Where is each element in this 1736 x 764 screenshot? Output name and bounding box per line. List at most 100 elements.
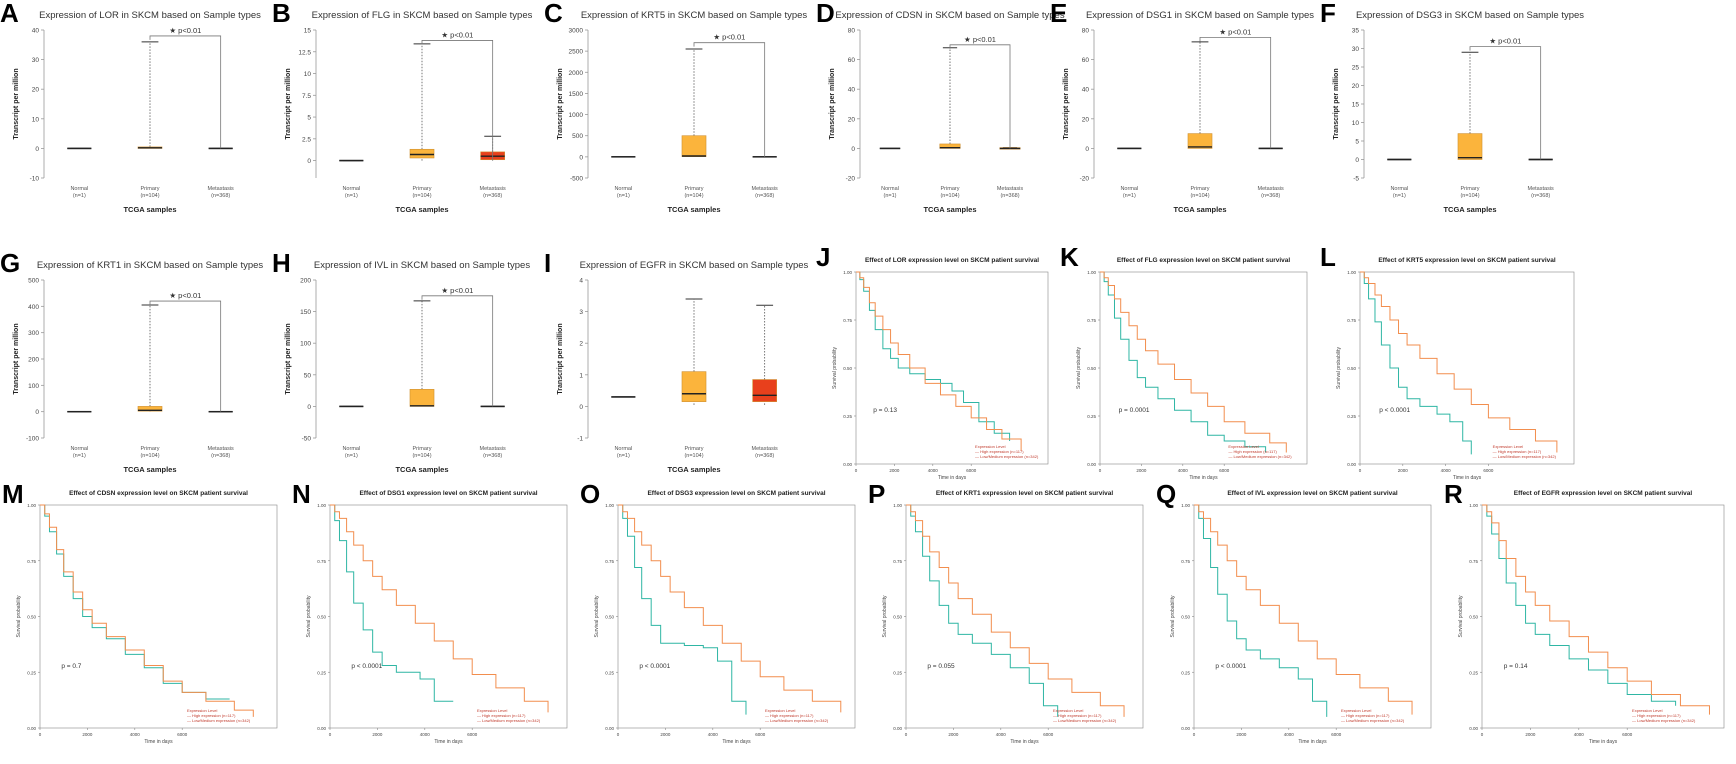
x-tick-label: (n=1) (345, 453, 358, 459)
x-axis-label: Time in days (1298, 739, 1327, 745)
y-tick-label: 0.00 (1181, 726, 1190, 731)
y-axis-label: Transcript per million (1333, 68, 1340, 139)
x-tick-label: Primary (141, 186, 160, 192)
x-tick-label: Metastasis (480, 186, 507, 192)
x-tick-label: (n=368) (211, 453, 230, 459)
panel-g: Expression of KRT1 in SKCM based on Samp… (0, 250, 263, 500)
y-tick-label: 0 (1085, 146, 1089, 153)
x-tick-label: 4000 (130, 732, 141, 737)
x-tick-label: Primary (141, 446, 160, 452)
chart-title-o: Effect of DSG3 expression level on SKCM … (647, 490, 825, 497)
x-tick-label: (n=104) (684, 453, 703, 459)
x-tick-label: (n=1) (73, 453, 86, 459)
legend-title: Expression Level (1228, 444, 1259, 449)
x-tick-label: (n=1) (73, 193, 86, 199)
panel-m: Effect of CDSN expression level on SKCM … (0, 481, 285, 764)
x-tick-label: (n=1) (345, 193, 358, 199)
x-axis-label: Time in days (1453, 475, 1482, 481)
box-1 (1187, 133, 1213, 149)
chart-title-i: Expression of EGFR in SKCM based on Samp… (580, 260, 809, 271)
x-tick-label: 4000 (928, 468, 939, 473)
y-tick-label: 3 (579, 309, 583, 316)
y-tick-label: 0.50 (843, 366, 852, 371)
x-tick-label: Normal (70, 446, 88, 452)
y-tick-label: 20 (1352, 83, 1360, 90)
y-tick-label: -1 (577, 436, 583, 443)
survival-curve-low (906, 504, 1125, 717)
panel-n: Effect of DSG1 expression level on SKCM … (290, 479, 575, 764)
y-tick-label: 0.00 (893, 726, 902, 731)
legend-low: — Low/Medium expression (n=342) (477, 718, 541, 723)
panel-letter-k: K (1060, 242, 1079, 272)
x-tick-label: (n=1) (884, 193, 897, 199)
chart-title-f: Expression of DSG3 in SKCM based on Samp… (1356, 10, 1584, 21)
x-tick-label: Metastasis (480, 446, 507, 452)
panel-d: Expression of CDSN in SKCM based on Samp… (816, 0, 1065, 240)
survival-curve-high (1194, 504, 1328, 717)
y-tick-label: 0.50 (27, 615, 36, 620)
panel-p: Effect of KRT1 expression level on SKCM … (866, 479, 1151, 764)
pvalue-label: ★ p<0.01 (441, 286, 473, 295)
x-axis-label: TCGA samples (395, 465, 448, 474)
x-tick-label: 2000 (889, 468, 900, 473)
x-tick-label: Normal (1120, 186, 1138, 192)
survival-curve-low (1100, 271, 1287, 453)
chart-r: Effect of EGFR expression level on SKCM … (1458, 490, 1725, 745)
legend-title: Expression Level (477, 708, 508, 713)
chart-title-q: Effect of IVL expression level on SKCM p… (1227, 490, 1398, 497)
y-tick-label: 0.25 (1347, 414, 1356, 419)
legend-title: Expression Level (187, 708, 218, 713)
x-tick-label: 0 (1099, 468, 1102, 473)
pvalue-label: p < 0.0001 (1379, 407, 1410, 414)
panel-letter-b: B (272, 0, 291, 28)
x-tick-label: 4000 (1284, 732, 1295, 737)
x-tick-label: 0 (1193, 732, 1196, 737)
x-tick-label: 6000 (467, 732, 478, 737)
x-tick-label: (n=1) (617, 453, 630, 459)
y-tick-label: 60 (848, 57, 856, 64)
x-tick-label: Metastasis (752, 446, 779, 452)
y-tick-label: 0.50 (605, 615, 614, 620)
panel-k: Effect of FLG expression level on SKCM p… (1060, 244, 1315, 500)
y-tick-label: 0.75 (317, 559, 326, 564)
chart-o: Effect of DSG3 expression level on SKCM … (594, 490, 856, 745)
x-tick-label: (n=1) (1123, 193, 1136, 199)
panel-l: Effect of KRT5 expression level on SKCM … (1320, 244, 1582, 500)
y-tick-label: 25 (1352, 65, 1360, 72)
x-tick-label: (n=368) (755, 453, 774, 459)
x-tick-label: 2000 (372, 732, 383, 737)
box-1 (681, 135, 707, 157)
panel-letter-n: N (292, 479, 311, 509)
y-tick-label: 0.25 (1469, 670, 1478, 675)
y-tick-label: 2 (579, 341, 583, 348)
x-tick-label: (n=104) (140, 193, 159, 199)
x-tick-label: Normal (614, 446, 632, 452)
x-tick-label: (n=368) (211, 193, 230, 199)
y-tick-label: 200 (28, 357, 39, 364)
x-tick-label: 6000 (1331, 732, 1342, 737)
legend-high: — High expression (n=117) (1053, 713, 1102, 718)
legend-high: — High expression (n=117) (1493, 449, 1542, 454)
chart-h: Expression of IVL in SKCM based on Sampl… (285, 260, 530, 474)
y-axis-label: Survival probability (882, 595, 888, 637)
y-tick-label: 4 (579, 278, 583, 285)
y-axis-label: Survival probability (1458, 595, 1464, 637)
box-1 (681, 371, 707, 402)
y-tick-label: 35 (1352, 28, 1360, 35)
y-tick-label: 500 (28, 278, 39, 285)
panel-letter-p: P (868, 479, 886, 509)
y-tick-label: 1.00 (1469, 503, 1478, 508)
y-tick-label: 30 (32, 57, 40, 64)
panel-h: Expression of IVL in SKCM based on Sampl… (272, 250, 534, 500)
y-tick-label: 1500 (569, 91, 584, 98)
panel-letter-h: H (272, 248, 291, 278)
x-tick-label: Normal (614, 186, 632, 192)
panel-letter-i: I (544, 248, 552, 278)
x-tick-label: 4000 (1441, 468, 1452, 473)
legend-high: — High expression (n=117) (975, 449, 1024, 454)
pvalue-label: p = 0.7 (61, 663, 81, 670)
x-tick-label: 2000 (1236, 732, 1247, 737)
survival-curve-high (40, 504, 230, 700)
x-tick-label: Normal (70, 186, 88, 192)
x-axis-label: TCGA samples (123, 465, 176, 474)
